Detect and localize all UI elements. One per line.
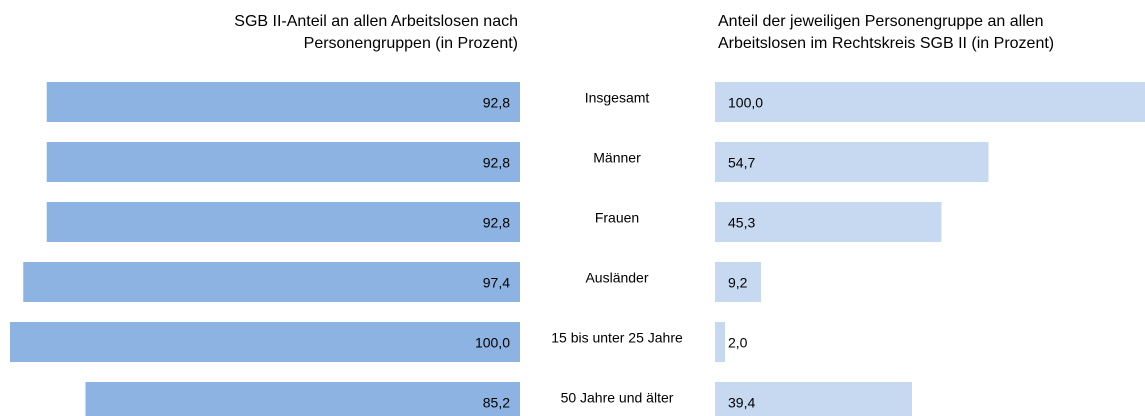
value-label: 9,2 [728, 275, 748, 291]
bar [10, 322, 520, 362]
bar [715, 382, 912, 416]
value-label: 45,3 [728, 215, 755, 231]
chart-title: SGB II-Anteil an allen Arbeitslosen nach [234, 13, 518, 30]
value-label: 97,4 [483, 275, 510, 291]
bar [46, 202, 520, 242]
bar [46, 142, 520, 182]
bar [715, 322, 725, 362]
bar [715, 142, 989, 182]
category-label: Männer [593, 150, 641, 166]
value-label: 92,8 [483, 215, 510, 231]
chart-title: Personengruppen (in Prozent) [304, 35, 518, 52]
bar [46, 82, 520, 122]
chart-title: Anteil der jeweiligen Personengruppe an … [718, 13, 1044, 30]
bar [715, 262, 761, 302]
bar [715, 82, 1145, 122]
value-label: 92,8 [483, 95, 510, 111]
category-label: Ausländer [585, 270, 648, 286]
value-label: 100,0 [728, 95, 763, 111]
category-label: 15 bis unter 25 Jahre [551, 330, 683, 346]
value-label: 39,4 [728, 395, 755, 411]
bar [23, 262, 520, 302]
category-label: 50 Jahre und älter [561, 390, 674, 406]
value-label: 85,2 [483, 395, 510, 411]
chart-title: Arbeitslosen im Rechtskreis SGB II (in P… [718, 35, 1054, 52]
value-label: 92,8 [483, 155, 510, 171]
category-label: Frauen [595, 210, 639, 226]
value-label: 54,7 [728, 155, 755, 171]
bar [85, 382, 520, 416]
value-label: 2,0 [728, 335, 748, 351]
value-label: 100,0 [475, 335, 510, 351]
category-label: Insgesamt [585, 90, 650, 106]
bar [715, 202, 942, 242]
